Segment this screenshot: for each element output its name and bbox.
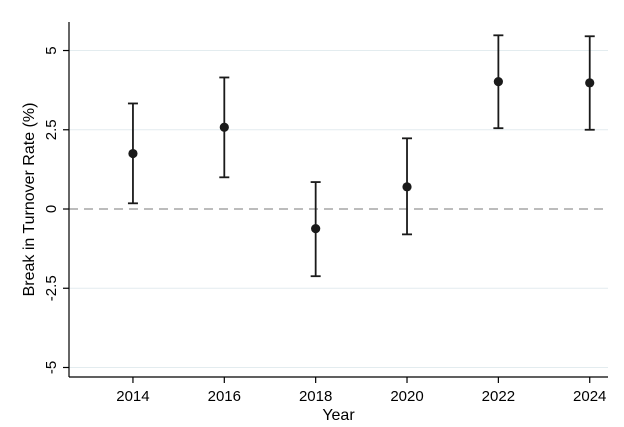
y-tick-label: 2.5 xyxy=(43,119,60,140)
data-point xyxy=(585,78,595,88)
x-ticks: 2014 2016 2018 2020 2022 2024 xyxy=(116,377,606,405)
data-point xyxy=(493,76,503,87)
axes xyxy=(68,22,608,378)
x-axis-title: Year xyxy=(322,407,355,424)
data-point xyxy=(402,182,412,192)
grid-lines xyxy=(69,50,608,368)
data-point xyxy=(219,122,229,132)
y-tick-label: -2.5 xyxy=(43,275,60,301)
y-ticks: -5 -2.5 0 2.5 5 xyxy=(43,46,69,374)
x-tick-label: 2022 xyxy=(482,388,515,405)
y-tick-label: 5 xyxy=(43,46,60,54)
data-point xyxy=(128,148,138,159)
x-tick-label: 2016 xyxy=(208,388,241,405)
y-tick-label: -5 xyxy=(43,361,60,374)
y-tick-label: 0 xyxy=(43,205,60,213)
x-tick-label: 2014 xyxy=(116,388,149,405)
y-axis-title: Break in Turnover Rate (%) xyxy=(21,103,38,297)
x-tick-label: 2024 xyxy=(573,388,606,405)
x-tick-label: 2018 xyxy=(299,388,332,405)
x-tick-label: 2020 xyxy=(390,388,423,405)
data-point xyxy=(311,224,321,234)
data-series xyxy=(127,34,595,278)
